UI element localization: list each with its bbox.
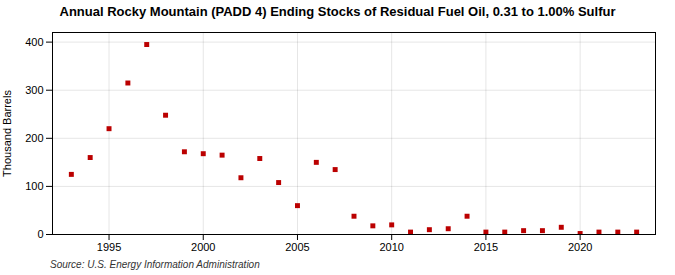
- svg-text:2005: 2005: [285, 241, 309, 253]
- svg-text:2000: 2000: [191, 241, 215, 253]
- svg-text:300: 300: [25, 84, 43, 96]
- svg-text:400: 400: [25, 36, 43, 48]
- svg-text:2015: 2015: [474, 241, 498, 253]
- svg-text:Thousand Barrels: Thousand Barrels: [1, 90, 13, 177]
- svg-text:2020: 2020: [568, 241, 592, 253]
- svg-text:0: 0: [37, 228, 43, 240]
- svg-text:100: 100: [25, 180, 43, 192]
- html-text:Annual Rocky Mountain (PADD 4): Annual Rocky Mountain (PADD 4) Ending St…: [59, 4, 616, 19]
- svg-text:2010: 2010: [379, 241, 403, 253]
- svg-text:1995: 1995: [97, 241, 121, 253]
- html-text:Source: U.S. Energy Informatio: Source: U.S. Energy Information Administ…: [50, 259, 260, 270]
- svg-text:200: 200: [25, 132, 43, 144]
